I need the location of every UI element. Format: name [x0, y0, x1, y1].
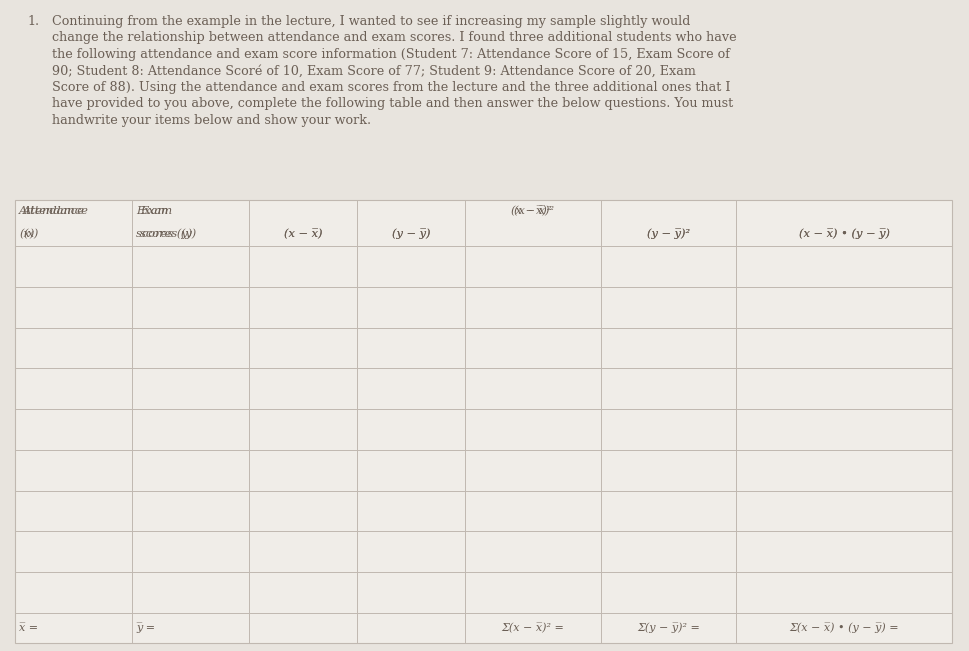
Text: (x): (x) [19, 229, 34, 239]
Text: the following attendance and exam score information (Student 7: Attendance Score: the following attendance and exam score … [52, 48, 730, 61]
Text: Exam: Exam [136, 206, 168, 216]
Text: (y − y̅)²: (y − y̅)² [646, 229, 689, 239]
Text: (x): (x) [23, 229, 39, 239]
Text: Continuing from the example in the lecture, I wanted to see if increasing my sam: Continuing from the example in the lectu… [52, 15, 690, 28]
Text: scores (y): scores (y) [136, 229, 192, 239]
Bar [15, 200, 951, 643]
Text: x̅ =: x̅ = [19, 623, 38, 633]
Text: 90; Student 8: Attendance Scoré of 10, Exam Score of 77; Student 9: Attendance : 90; Student 8: Attendance Scoré of 10, … [52, 64, 695, 77]
Text: Σ(y − y̅)² =: Σ(y − y̅)² = [637, 622, 700, 633]
Text: (x - x̅)²: (x - x̅)² [514, 206, 550, 217]
Text: (x − x̅)²: (x − x̅)² [511, 206, 553, 217]
Text: Attendance: Attendance [23, 206, 89, 216]
Text: (x − x̅): (x − x̅) [284, 229, 322, 239]
Text: y̅ =: y̅ = [136, 622, 155, 633]
Text: (x − x̅) • (y − y̅): (x − x̅) • (y − y̅) [797, 229, 889, 239]
Text: change the relationship between attendance and exam scores. I found three additi: change the relationship between attendan… [52, 31, 735, 44]
Text: Σ(x − x̅)² =: Σ(x − x̅)² = [501, 623, 564, 633]
Text: Score of 88). Using the attendance and exam scores from the lecture and the thre: Score of 88). Using the attendance and e… [52, 81, 730, 94]
Text: Attendance: Attendance [19, 206, 85, 216]
Text: (y − y̅): (y − y̅) [391, 229, 429, 239]
Text: (x − x̅): (x − x̅) [284, 229, 322, 239]
Text: Exam: Exam [140, 206, 172, 216]
Text: 1.: 1. [28, 15, 40, 28]
Text: (x − x̅) • (y − y̅): (x − x̅) • (y − y̅) [797, 229, 889, 239]
Text: (y − y̅): (y − y̅) [391, 229, 429, 239]
Text: (y − y̅)²: (y − y̅)² [646, 229, 689, 239]
Text: scores (y): scores (y) [140, 229, 196, 239]
Text: handwrite your items below and show your work.: handwrite your items below and show your… [52, 114, 371, 127]
Text: Σ(x − x̅) • (y − y̅) =: Σ(x − x̅) • (y − y̅) = [789, 622, 898, 633]
Text: have provided to you above, complete the following table and then answer the bel: have provided to you above, complete the… [52, 98, 733, 111]
